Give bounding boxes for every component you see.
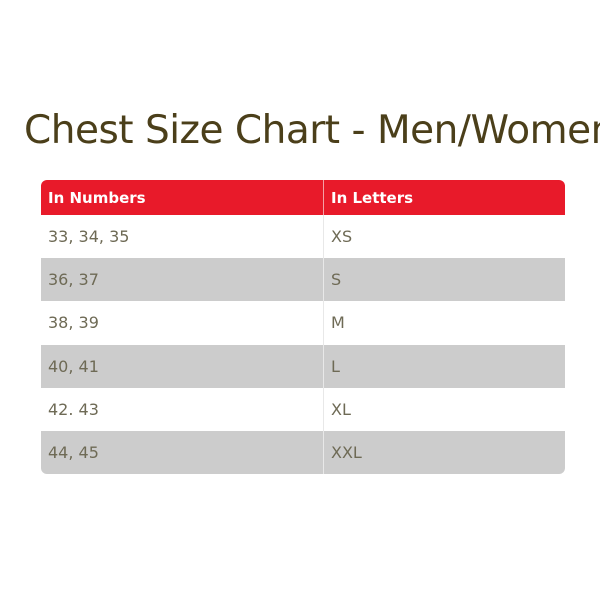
table-row: 36, 37 S bbox=[41, 258, 565, 302]
table-row: 40, 41 L bbox=[41, 344, 565, 388]
table-header: In Numbers In Letters bbox=[41, 180, 565, 215]
chest-numbers-cell: 36, 37 bbox=[41, 258, 324, 302]
table-row: 38, 39 M bbox=[41, 301, 565, 345]
table-row: 44, 45 XXL bbox=[41, 430, 565, 475]
letter-size-cell: S bbox=[331, 270, 342, 290]
header-in-numbers: In Numbers bbox=[41, 180, 324, 215]
page-title: Chest Size Chart - Men/Women bbox=[24, 108, 600, 153]
letter-size-cell: L bbox=[331, 356, 340, 376]
letter-size-cell: XS bbox=[331, 227, 353, 247]
letter-size-cell: XL bbox=[331, 399, 351, 419]
chest-numbers-cell: 42. 43 bbox=[41, 387, 324, 431]
chest-numbers-cell: 33, 34, 35 bbox=[41, 215, 324, 259]
size-table: In Numbers In Letters 33, 34, 35 XS 36, … bbox=[41, 180, 565, 475]
header-in-letters: In Letters bbox=[331, 188, 414, 207]
table-row: 42. 43 XL bbox=[41, 387, 565, 431]
letter-size-cell: XXL bbox=[331, 443, 362, 463]
chest-numbers-cell: 38, 39 bbox=[41, 301, 324, 345]
chest-numbers-cell: 44, 45 bbox=[41, 430, 324, 475]
chest-numbers-cell: 40, 41 bbox=[41, 344, 324, 388]
table-row: 33, 34, 35 XS bbox=[41, 215, 565, 259]
letter-size-cell: M bbox=[331, 313, 345, 333]
